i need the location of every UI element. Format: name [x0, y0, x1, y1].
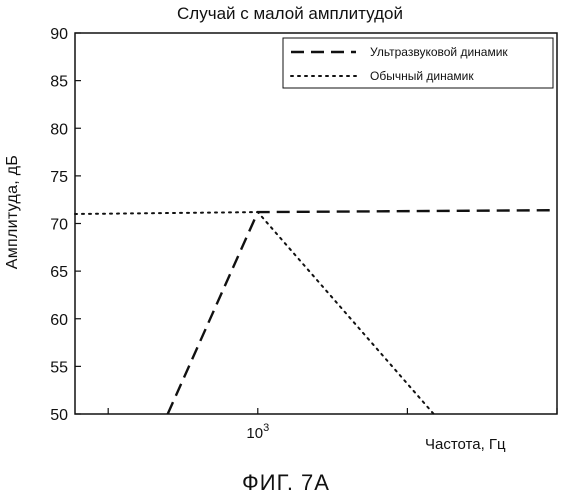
- y-axis-ticks: 50 55 60 65 70 75 80 85 90: [50, 26, 81, 424]
- legend-label-2: Обычный динамик: [370, 69, 474, 83]
- y-tick-label: 65: [50, 264, 68, 281]
- x-tick-label: 103: [246, 422, 269, 442]
- y-tick-label: 70: [50, 217, 68, 234]
- y-tick-label: 85: [50, 74, 68, 91]
- figure-caption: ФИГ. 7А: [0, 470, 572, 496]
- legend: Ультразвуковой динамик Обычный динамик: [283, 38, 553, 88]
- legend-label-1: Ультразвуковой динамик: [370, 45, 508, 59]
- axes-frame: [75, 33, 557, 414]
- series-line-2: [75, 212, 434, 414]
- y-tick-label: 75: [50, 169, 68, 186]
- series-lines: [75, 210, 557, 414]
- y-tick-label: 80: [50, 121, 68, 138]
- series-line-1: [168, 210, 557, 414]
- y-tick-label: 60: [50, 312, 68, 329]
- y-tick-label: 55: [50, 359, 68, 376]
- y-tick-label: 90: [50, 26, 68, 43]
- x-axis-ticks: 103: [108, 408, 557, 442]
- y-tick-label: 50: [50, 407, 68, 424]
